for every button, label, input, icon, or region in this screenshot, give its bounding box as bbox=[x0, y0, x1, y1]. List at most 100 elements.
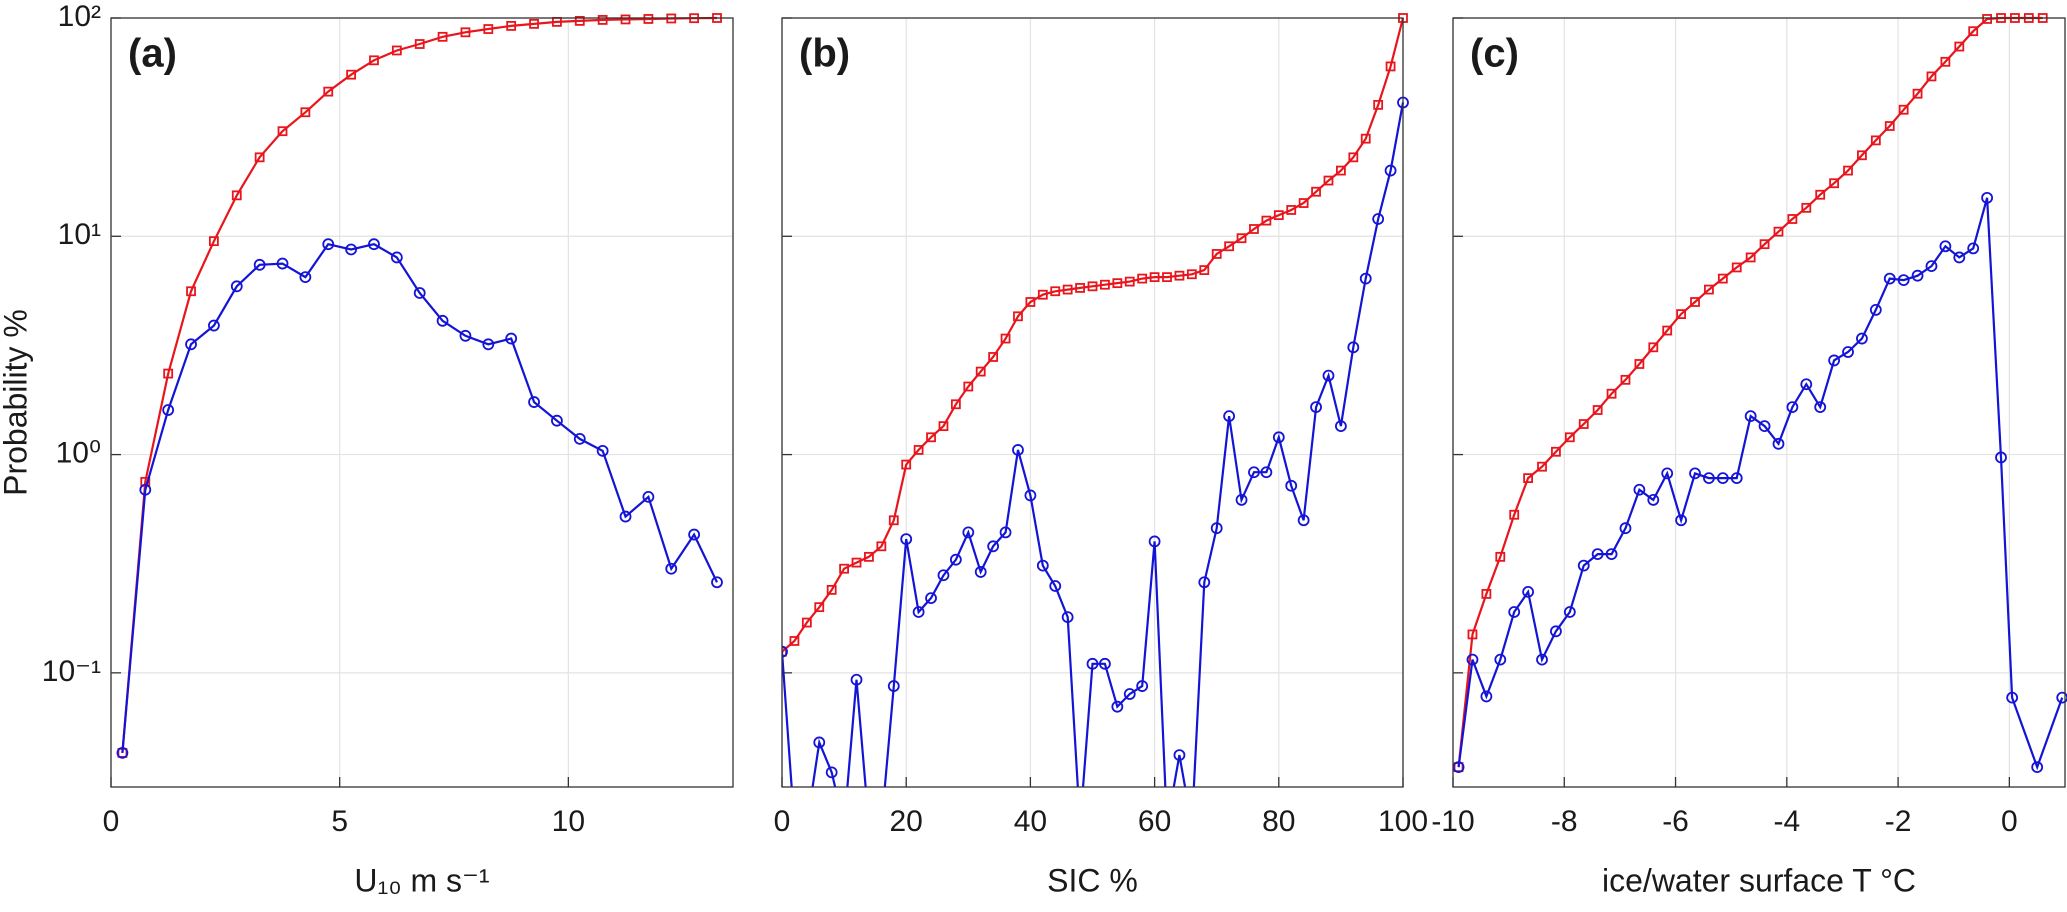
marker bbox=[962, 526, 975, 539]
marker bbox=[1869, 304, 1882, 316]
marker bbox=[789, 820, 799, 830]
marker bbox=[1954, 41, 1965, 52]
marker bbox=[1298, 198, 1309, 208]
marker bbox=[1049, 580, 1062, 592]
x-tick-label: -4 bbox=[1773, 805, 1800, 838]
marker bbox=[1509, 509, 1520, 520]
marker bbox=[596, 444, 609, 457]
marker bbox=[1648, 342, 1659, 353]
marker bbox=[1856, 332, 1868, 345]
marker bbox=[1148, 535, 1161, 548]
marker bbox=[1857, 150, 1867, 161]
x-axis-label: SIC % bbox=[1047, 862, 1138, 898]
marker bbox=[1982, 14, 1993, 24]
marker bbox=[1577, 559, 1590, 572]
marker bbox=[850, 673, 863, 686]
marker bbox=[1689, 467, 1701, 480]
marker bbox=[1773, 226, 1784, 237]
marker bbox=[813, 736, 826, 749]
marker bbox=[1744, 410, 1757, 423]
marker bbox=[1591, 548, 1604, 560]
marker bbox=[876, 820, 886, 830]
marker bbox=[1522, 585, 1535, 598]
marker bbox=[1883, 272, 1896, 285]
frame bbox=[781, 17, 1404, 788]
frame bbox=[110, 17, 734, 788]
marker bbox=[1112, 278, 1123, 289]
marker bbox=[139, 483, 152, 496]
marker bbox=[1968, 26, 1979, 37]
x-tick-label: 0 bbox=[774, 805, 791, 838]
marker bbox=[163, 368, 174, 379]
marker bbox=[1828, 354, 1841, 367]
marker bbox=[1099, 657, 1111, 670]
marker bbox=[1647, 493, 1660, 506]
marker bbox=[1249, 224, 1259, 234]
marker bbox=[619, 510, 632, 523]
marker bbox=[208, 319, 220, 332]
marker bbox=[938, 421, 949, 432]
marker bbox=[1619, 522, 1632, 535]
marker bbox=[1111, 700, 1124, 713]
marker bbox=[1523, 473, 1534, 484]
marker bbox=[1236, 233, 1247, 244]
marker bbox=[901, 459, 912, 470]
marker bbox=[1911, 269, 1924, 282]
marker bbox=[482, 338, 495, 351]
marker bbox=[1967, 242, 1980, 255]
line bbox=[1457, 197, 2064, 771]
marker bbox=[1606, 388, 1617, 399]
marker bbox=[1843, 165, 1853, 176]
marker bbox=[369, 55, 379, 66]
marker bbox=[1075, 283, 1085, 293]
marker bbox=[782, 646, 787, 657]
marker bbox=[1100, 279, 1110, 290]
marker bbox=[1675, 514, 1688, 527]
marker bbox=[506, 21, 517, 31]
marker bbox=[1537, 461, 1547, 472]
marker bbox=[1912, 88, 1923, 99]
marker bbox=[391, 45, 402, 56]
marker bbox=[925, 592, 937, 605]
marker bbox=[209, 236, 219, 247]
marker bbox=[1620, 374, 1631, 385]
marker bbox=[1716, 472, 1729, 485]
marker bbox=[322, 238, 335, 251]
marker bbox=[1745, 252, 1756, 263]
marker bbox=[346, 69, 357, 80]
x-tick-label: 20 bbox=[890, 805, 923, 838]
line bbox=[121, 242, 718, 753]
marker bbox=[1384, 164, 1397, 177]
marker bbox=[988, 352, 999, 362]
marker bbox=[1323, 175, 1334, 186]
marker bbox=[1495, 551, 1506, 562]
marker bbox=[574, 15, 585, 26]
marker bbox=[529, 18, 539, 29]
marker bbox=[1815, 189, 1826, 200]
marker bbox=[1801, 202, 1812, 213]
marker bbox=[1174, 270, 1185, 281]
marker bbox=[299, 271, 312, 284]
marker bbox=[1137, 273, 1148, 284]
line bbox=[782, 102, 1405, 787]
marker bbox=[1050, 286, 1061, 297]
marker bbox=[887, 680, 900, 692]
marker bbox=[839, 820, 849, 830]
frame bbox=[1452, 17, 2066, 788]
marker bbox=[1061, 611, 1074, 624]
marker bbox=[974, 566, 987, 578]
marker bbox=[1592, 405, 1603, 415]
x-tick-label: 60 bbox=[1138, 805, 1171, 838]
marker bbox=[1551, 446, 1561, 457]
panel: -10 -8 -6 -4 -2 0 (c) ice/water surface T °C bbox=[1431, 13, 2067, 898]
marker bbox=[1348, 152, 1359, 163]
marker bbox=[1260, 466, 1273, 479]
marker bbox=[864, 820, 874, 830]
marker bbox=[1981, 191, 1994, 204]
marker bbox=[665, 562, 678, 575]
marker bbox=[802, 820, 812, 830]
marker bbox=[528, 396, 540, 408]
x-tick-label: 5 bbox=[331, 805, 348, 838]
marker bbox=[688, 528, 701, 541]
marker bbox=[459, 329, 472, 342]
